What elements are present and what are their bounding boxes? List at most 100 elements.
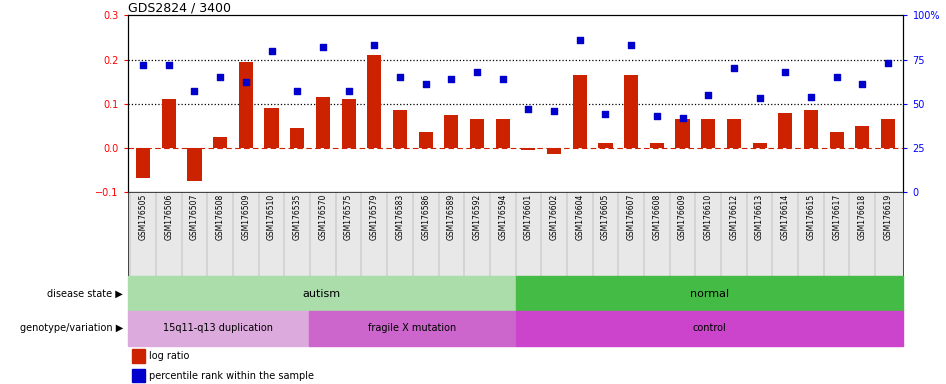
Point — [778, 69, 793, 75]
Bar — [727, 119, 741, 148]
Bar — [804, 110, 818, 148]
Bar — [779, 113, 793, 148]
Text: genotype/variation ▶: genotype/variation ▶ — [20, 323, 123, 333]
Bar — [516, 311, 903, 346]
Text: GSM176594: GSM176594 — [499, 194, 507, 240]
Text: GSM176508: GSM176508 — [216, 194, 225, 240]
Point — [649, 113, 664, 119]
Bar — [516, 276, 903, 311]
Point — [727, 65, 742, 71]
Point — [469, 69, 484, 75]
Text: GSM176607: GSM176607 — [626, 194, 636, 240]
Point — [393, 74, 408, 80]
Text: control: control — [692, 323, 727, 333]
Point — [315, 44, 330, 50]
Bar — [855, 126, 869, 148]
Text: GSM176601: GSM176601 — [524, 194, 533, 240]
Bar — [128, 311, 308, 346]
Text: GSM176615: GSM176615 — [806, 194, 815, 240]
Bar — [213, 137, 227, 148]
Bar — [128, 276, 516, 311]
Bar — [187, 148, 201, 181]
Bar — [136, 148, 150, 178]
Point — [161, 62, 176, 68]
Bar — [496, 119, 510, 148]
Text: GDS2824 / 3400: GDS2824 / 3400 — [128, 1, 231, 14]
Text: GSM176613: GSM176613 — [755, 194, 764, 240]
Text: GSM176506: GSM176506 — [165, 194, 173, 240]
Text: 15q11-q13 duplication: 15q11-q13 duplication — [164, 323, 273, 333]
Point — [881, 60, 896, 66]
Text: GSM176619: GSM176619 — [884, 194, 892, 240]
Bar — [572, 75, 587, 148]
Text: GSM176589: GSM176589 — [447, 194, 456, 240]
Bar — [521, 148, 535, 150]
Text: GSM176570: GSM176570 — [319, 194, 327, 240]
Text: GSM176610: GSM176610 — [704, 194, 712, 240]
Text: GSM176579: GSM176579 — [370, 194, 378, 240]
Point — [803, 94, 818, 100]
Bar — [547, 148, 561, 154]
Bar — [701, 119, 715, 148]
Point — [418, 81, 433, 87]
Point — [623, 42, 639, 48]
Bar — [131, 369, 145, 382]
Text: GSM176509: GSM176509 — [241, 194, 251, 240]
Bar — [830, 132, 844, 148]
Bar — [445, 115, 459, 148]
Text: GSM176535: GSM176535 — [292, 194, 302, 240]
Bar — [393, 110, 407, 148]
Point — [135, 62, 150, 68]
Text: disease state ▶: disease state ▶ — [47, 289, 123, 299]
Point — [701, 92, 716, 98]
Text: GSM176575: GSM176575 — [344, 194, 353, 240]
Bar — [308, 311, 516, 346]
Point — [444, 76, 459, 82]
Bar — [599, 144, 612, 148]
Point — [829, 74, 844, 80]
Point — [752, 95, 767, 101]
Bar — [131, 349, 145, 363]
Bar — [265, 108, 279, 148]
Bar — [316, 97, 330, 148]
Bar — [162, 99, 176, 148]
Point — [572, 37, 587, 43]
Text: fragile X mutation: fragile X mutation — [368, 323, 456, 333]
Bar — [752, 144, 766, 148]
Point — [495, 76, 510, 82]
Point — [187, 88, 202, 94]
Text: percentile rank within the sample: percentile rank within the sample — [149, 371, 314, 381]
Text: GSM176583: GSM176583 — [395, 194, 405, 240]
Point — [547, 108, 562, 114]
Bar — [624, 75, 639, 148]
Point — [855, 81, 870, 87]
Bar — [342, 99, 356, 148]
Point — [674, 115, 690, 121]
Text: GSM176605: GSM176605 — [601, 194, 610, 240]
Point — [367, 42, 382, 48]
Text: GSM176592: GSM176592 — [473, 194, 482, 240]
Bar — [367, 55, 381, 148]
Bar — [650, 144, 664, 148]
Text: GSM176510: GSM176510 — [267, 194, 276, 240]
Text: GSM176614: GSM176614 — [780, 194, 790, 240]
Point — [342, 88, 357, 94]
Text: GSM176612: GSM176612 — [729, 194, 739, 240]
Point — [521, 106, 536, 112]
Text: GSM176604: GSM176604 — [575, 194, 585, 240]
Bar — [470, 119, 484, 148]
Point — [598, 111, 613, 118]
Text: GSM176618: GSM176618 — [858, 194, 867, 240]
Text: GSM176507: GSM176507 — [190, 194, 199, 240]
Text: GSM176617: GSM176617 — [832, 194, 841, 240]
Text: GSM176586: GSM176586 — [421, 194, 430, 240]
Bar — [675, 119, 690, 148]
Text: GSM176609: GSM176609 — [678, 194, 687, 240]
Bar — [881, 119, 895, 148]
Text: GSM176602: GSM176602 — [550, 194, 558, 240]
Bar — [290, 128, 305, 148]
Text: GSM176505: GSM176505 — [139, 194, 148, 240]
Point — [213, 74, 228, 80]
Point — [264, 48, 279, 54]
Bar — [418, 132, 432, 148]
